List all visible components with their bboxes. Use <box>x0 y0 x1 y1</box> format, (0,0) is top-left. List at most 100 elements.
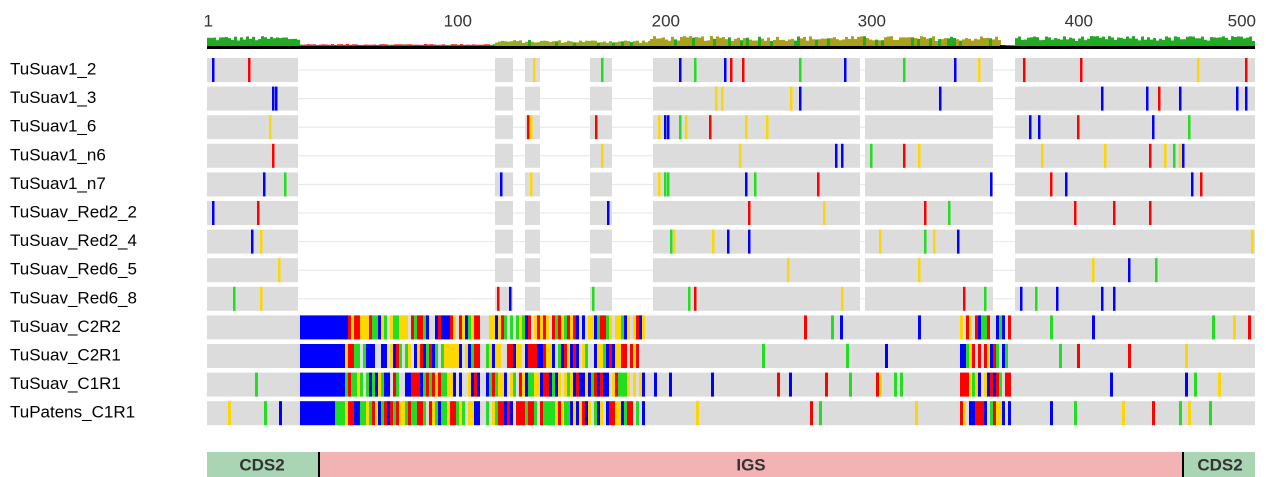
variant <box>609 344 612 368</box>
consensus-cell <box>782 39 785 46</box>
variant <box>630 401 633 426</box>
variant <box>405 344 408 368</box>
consensus-cell <box>451 44 454 46</box>
variant <box>534 315 537 340</box>
consensus-cell <box>1204 39 1207 46</box>
consensus-cell <box>1030 37 1033 46</box>
consensus-cell <box>944 38 947 46</box>
variant <box>495 344 498 368</box>
variant <box>540 315 543 340</box>
consensus-cell <box>1108 36 1111 46</box>
variant <box>357 315 360 340</box>
variant <box>804 315 807 340</box>
variant <box>597 344 600 368</box>
consensus-cell <box>645 42 648 46</box>
consensus-cell <box>1162 39 1165 46</box>
variant <box>519 372 522 397</box>
variant <box>414 372 417 397</box>
variant <box>996 315 999 340</box>
variant <box>582 315 585 340</box>
aligned-block <box>525 143 540 168</box>
variant <box>537 372 540 397</box>
variant <box>435 401 438 426</box>
variant <box>423 401 426 426</box>
consensus-cell <box>301 44 304 46</box>
consensus-cell <box>412 44 415 46</box>
variant <box>567 372 570 397</box>
variant <box>543 401 546 426</box>
consensus-cell <box>472 44 475 46</box>
variant <box>840 315 843 340</box>
variant <box>975 315 978 340</box>
consensus-cell <box>1012 45 1015 46</box>
variant <box>1149 201 1152 225</box>
consensus-cell <box>827 38 830 46</box>
variant <box>354 401 357 426</box>
variant-block <box>300 315 345 340</box>
variant <box>429 372 432 397</box>
variant <box>1041 143 1044 168</box>
variant <box>679 115 682 140</box>
variant <box>255 372 258 397</box>
variant <box>357 344 360 368</box>
consensus-cell <box>316 44 319 46</box>
variant <box>462 401 465 426</box>
consensus-cell <box>421 44 424 46</box>
consensus-cell <box>648 40 651 46</box>
variant <box>396 315 399 340</box>
variant <box>1185 372 1188 397</box>
variant <box>441 401 444 426</box>
variant <box>996 401 999 426</box>
variant <box>963 286 966 311</box>
variant <box>972 372 975 397</box>
row-label: TuSuav_Red2_4 <box>10 231 137 250</box>
consensus-cell <box>1201 36 1204 46</box>
consensus-cell <box>941 39 944 46</box>
consensus-cell <box>291 38 294 46</box>
variant <box>612 344 615 368</box>
variant <box>1158 86 1161 111</box>
aligned-block <box>207 115 298 140</box>
variant <box>549 372 552 397</box>
variant <box>972 344 975 368</box>
variant <box>1245 58 1248 82</box>
consensus-cell <box>579 40 582 46</box>
variant <box>471 401 474 426</box>
aligned-block <box>653 143 860 168</box>
variant <box>724 58 727 82</box>
variant <box>1245 86 1248 111</box>
consensus-cell <box>531 41 534 46</box>
consensus-cell <box>890 36 893 46</box>
variant <box>664 172 667 197</box>
consensus-cell <box>313 44 316 46</box>
consensus-cell <box>213 37 216 46</box>
variant <box>531 401 534 426</box>
variant <box>1155 258 1158 283</box>
variant <box>435 344 438 368</box>
consensus-cell <box>1198 38 1201 46</box>
consensus-cell <box>1252 40 1255 46</box>
variant <box>453 372 456 397</box>
consensus-cell <box>752 40 755 46</box>
consensus-cell <box>749 39 752 46</box>
annotation-label: CDS2 <box>1197 455 1242 474</box>
variant <box>477 315 480 340</box>
variant <box>546 401 549 426</box>
consensus-cell <box>986 37 989 46</box>
consensus-cell <box>1195 38 1198 46</box>
consensus-cell <box>573 42 576 46</box>
variant <box>471 315 474 340</box>
variant <box>573 401 576 426</box>
ruler-label: 500 <box>1228 11 1256 30</box>
variant <box>894 372 897 397</box>
variant <box>450 344 453 368</box>
variant <box>582 401 585 426</box>
consensus-cell <box>740 40 743 46</box>
variant <box>709 115 712 140</box>
row-label: TuSuav1_6 <box>10 117 96 136</box>
variant <box>438 315 441 340</box>
consensus-cell <box>1036 37 1039 46</box>
variant <box>546 372 549 397</box>
variant <box>984 372 987 397</box>
row-label: TuSuav1_3 <box>10 88 96 107</box>
